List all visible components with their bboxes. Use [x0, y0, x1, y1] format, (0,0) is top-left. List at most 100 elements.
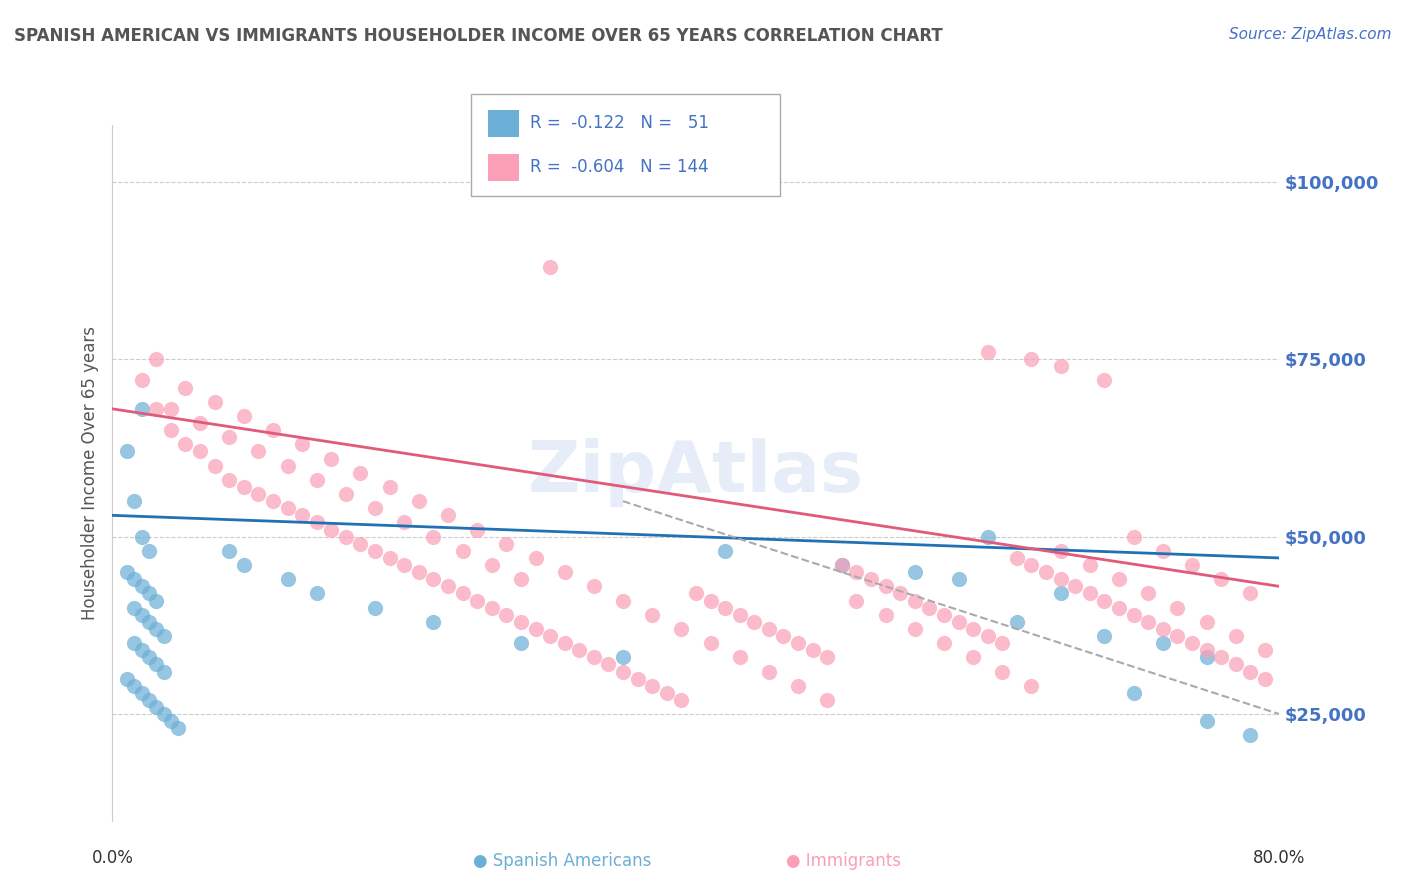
Point: [232, 409, 254, 423]
Point: [918, 600, 941, 615]
Point: [131, 686, 153, 700]
Point: [875, 579, 897, 593]
Point: [1152, 622, 1174, 636]
Point: [204, 458, 226, 473]
Point: [115, 672, 138, 686]
Point: [685, 586, 707, 600]
Text: ZipAtlas: ZipAtlas: [529, 438, 863, 508]
Point: [378, 551, 401, 566]
Point: [291, 508, 314, 523]
Point: [218, 544, 240, 558]
Point: [145, 700, 167, 714]
Point: [509, 572, 531, 586]
Point: [451, 586, 474, 600]
Point: [554, 636, 576, 650]
Point: [1195, 643, 1218, 657]
Point: [232, 558, 254, 572]
Point: [138, 693, 160, 707]
Point: [247, 444, 270, 458]
Point: [495, 537, 517, 551]
Point: [495, 607, 517, 622]
Point: [1239, 586, 1261, 600]
Point: [699, 636, 721, 650]
Point: [962, 622, 984, 636]
Point: [728, 650, 751, 665]
Point: [481, 600, 503, 615]
Point: [291, 103, 314, 118]
Point: [742, 615, 765, 629]
Point: [641, 679, 664, 693]
Point: [1049, 359, 1071, 374]
Point: [1195, 714, 1218, 729]
Point: [160, 714, 183, 729]
Point: [145, 593, 167, 607]
Point: [152, 665, 174, 679]
Text: SPANISH AMERICAN VS IMMIGRANTS HOUSEHOLDER INCOME OVER 65 YEARS CORRELATION CHAR: SPANISH AMERICAN VS IMMIGRANTS HOUSEHOLD…: [14, 27, 943, 45]
Point: [124, 636, 146, 650]
Point: [321, 523, 343, 537]
Point: [831, 558, 853, 572]
Point: [131, 579, 153, 593]
Point: [115, 565, 138, 579]
Point: [948, 615, 970, 629]
Text: R =  -0.604   N = 144: R = -0.604 N = 144: [530, 159, 709, 177]
Point: [131, 643, 153, 657]
Point: [976, 629, 998, 643]
Point: [124, 679, 146, 693]
Point: [1225, 657, 1247, 672]
Point: [335, 530, 357, 544]
Point: [1137, 615, 1160, 629]
Point: [145, 622, 167, 636]
Point: [174, 437, 197, 451]
Point: [889, 586, 911, 600]
Point: [1254, 643, 1277, 657]
Point: [626, 672, 648, 686]
Point: [276, 572, 298, 586]
Point: [138, 586, 160, 600]
Point: [1021, 558, 1043, 572]
Point: [1254, 672, 1277, 686]
Point: [598, 657, 620, 672]
Point: [305, 516, 328, 530]
Point: [524, 622, 547, 636]
Point: [1195, 650, 1218, 665]
Point: [1108, 572, 1130, 586]
Point: [138, 615, 160, 629]
Point: [1122, 607, 1144, 622]
Point: [247, 487, 270, 501]
Point: [349, 537, 371, 551]
Point: [422, 530, 444, 544]
Point: [218, 430, 240, 444]
Text: 80.0%: 80.0%: [1253, 849, 1306, 867]
Point: [1021, 352, 1043, 367]
Point: [815, 693, 838, 707]
Point: [714, 544, 737, 558]
Point: [612, 650, 634, 665]
Point: [465, 523, 488, 537]
Point: [1239, 665, 1261, 679]
Point: [378, 480, 401, 494]
Text: Source: ZipAtlas.com: Source: ZipAtlas.com: [1229, 27, 1392, 42]
Point: [714, 600, 737, 615]
Point: [1166, 600, 1188, 615]
Point: [1049, 572, 1071, 586]
Point: [1108, 600, 1130, 615]
Point: [262, 423, 284, 437]
Point: [845, 565, 868, 579]
Point: [932, 636, 955, 650]
Text: 0.0%: 0.0%: [91, 849, 134, 867]
Point: [538, 260, 561, 274]
Point: [758, 665, 780, 679]
Point: [364, 68, 387, 82]
Point: [845, 593, 868, 607]
Point: [1239, 728, 1261, 742]
Point: [152, 629, 174, 643]
Point: [1209, 572, 1232, 586]
Point: [145, 657, 167, 672]
Point: [962, 650, 984, 665]
Point: [174, 380, 197, 394]
Point: [815, 650, 838, 665]
Point: [1122, 686, 1144, 700]
Point: [305, 586, 328, 600]
Point: [787, 679, 810, 693]
